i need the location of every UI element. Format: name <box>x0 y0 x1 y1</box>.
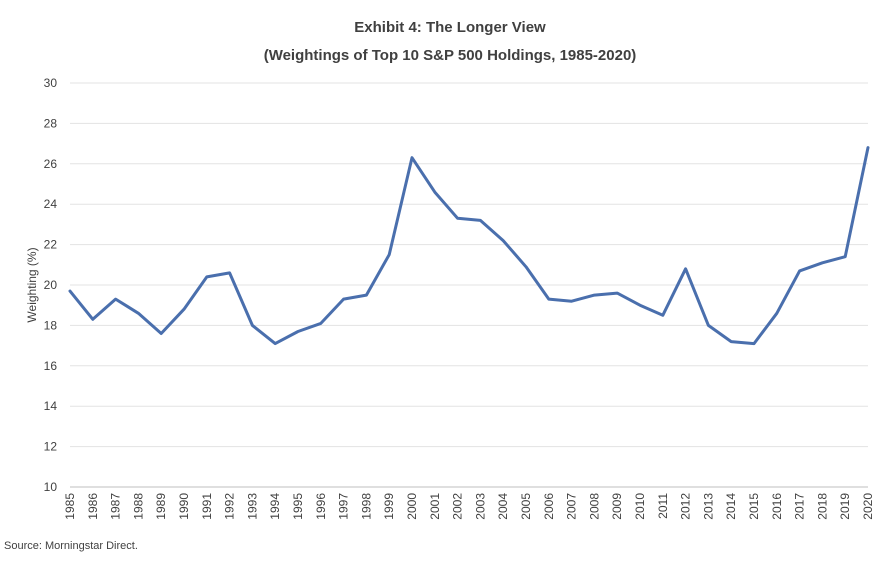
x-tick-label: 1995 <box>291 493 305 520</box>
x-tick-label: 2003 <box>473 493 487 520</box>
x-tick-label: 2015 <box>747 493 761 520</box>
source-note: Source: Morningstar Direct. <box>4 540 138 552</box>
x-axis-ticks: 1985 1986 1987 1988 1989 1990 1991 1992 1993 1994… <box>63 493 875 520</box>
x-tick-label: 2010 <box>633 493 647 520</box>
x-tick-label: 2017 <box>793 493 807 520</box>
x-tick-label: 1992 <box>223 493 237 520</box>
x-tick-label: 1988 <box>131 493 145 520</box>
y-tick-label: 16 <box>44 359 58 373</box>
y-tick-label: 12 <box>44 440 58 454</box>
y-axis-ticks: 10 12 14 16 18 20 22 24 26 28 30 <box>44 76 58 494</box>
x-tick-label: 1996 <box>314 493 328 520</box>
x-tick-label: 2008 <box>587 493 601 520</box>
x-tick-label: 2000 <box>405 493 419 520</box>
x-tick-label: 2009 <box>610 493 624 520</box>
x-tick-label: 2002 <box>451 493 465 520</box>
y-tick-label: 14 <box>44 399 58 413</box>
y-tick-label: 28 <box>44 116 58 130</box>
x-tick-label: 2020 <box>861 493 875 520</box>
series-line <box>68 146 870 346</box>
x-tick-label: 1998 <box>359 493 373 520</box>
x-tick-label: 2001 <box>428 493 442 520</box>
chart-title: Exhibit 4: The Longer View <box>354 19 546 36</box>
x-tick-label: 1987 <box>109 493 123 520</box>
x-tick-label: 2012 <box>679 493 693 520</box>
x-tick-label: 2018 <box>815 493 829 520</box>
y-tick-label: 26 <box>44 157 58 171</box>
x-tick-label: 2004 <box>496 493 510 520</box>
x-tick-label: 2005 <box>519 493 533 520</box>
x-tick-label: 2007 <box>565 493 579 520</box>
x-tick-label: 2011 <box>656 493 670 519</box>
y-tick-label: 18 <box>44 318 58 332</box>
y-tick-label: 20 <box>44 278 58 292</box>
series-group <box>68 146 870 346</box>
x-tick-label: 1994 <box>268 493 282 520</box>
x-tick-label: 1986 <box>86 493 100 520</box>
x-tick-label: 2013 <box>701 493 715 520</box>
chart-subtitle: (Weightings of Top 10 S&P 500 Holdings, … <box>264 47 637 64</box>
y-tick-label: 30 <box>44 76 58 90</box>
x-tick-label: 2016 <box>770 493 784 520</box>
y-axis-label: Weighting (%) <box>25 247 39 322</box>
x-tick-label: 1990 <box>177 493 191 520</box>
x-tick-label: 1999 <box>382 493 396 520</box>
x-tick-label: 2014 <box>724 493 738 520</box>
y-tick-label: 24 <box>44 197 58 211</box>
y-tick-label: 22 <box>44 238 58 252</box>
gridlines <box>70 82 868 488</box>
y-tick-label: 10 <box>44 480 58 494</box>
x-tick-label: 1985 <box>63 493 77 520</box>
x-tick-label: 1997 <box>337 493 351 520</box>
x-tick-label: 2019 <box>838 493 852 520</box>
x-tick-label: 1993 <box>245 493 259 520</box>
x-tick-label: 2006 <box>542 493 556 520</box>
x-tick-label: 1991 <box>200 493 214 520</box>
x-tick-label: 1989 <box>154 493 168 520</box>
